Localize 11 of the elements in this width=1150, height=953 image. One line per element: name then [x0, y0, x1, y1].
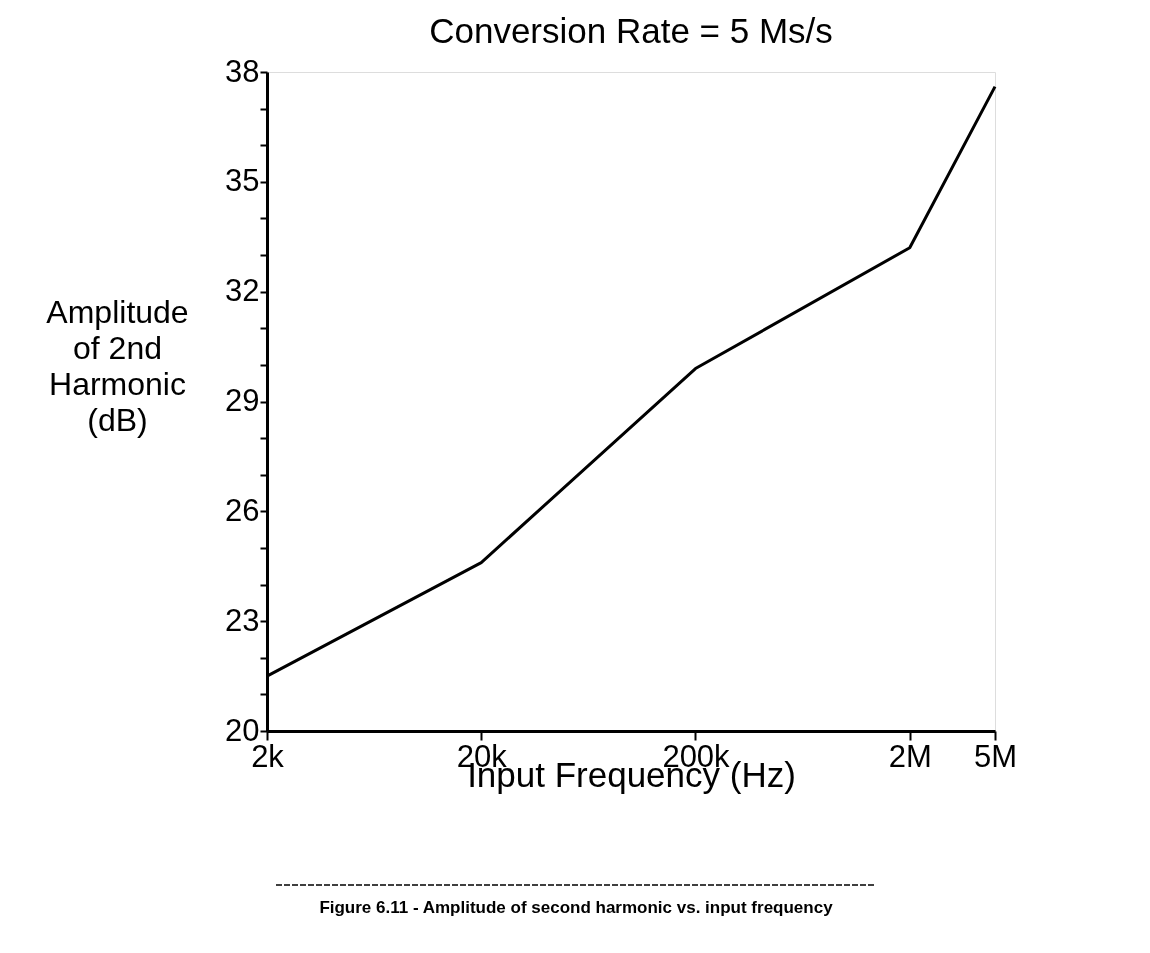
y-axis-title: Amplitude of 2nd Harmonic (dB) [46, 293, 189, 438]
y-tick-label: 29 [225, 383, 260, 418]
chart-title: Conversion Rate = 5 Ms/s [429, 11, 833, 50]
y-tick-label: 26 [225, 492, 260, 528]
caption: Figure 6.11 - Amplitude of second harmonic vs. input frequency [319, 898, 834, 917]
y-tick-label: 35 [225, 163, 260, 199]
y-tick-label: 38 [225, 53, 260, 89]
x-tick-label: 5M [973, 738, 1018, 774]
x-tick-label: 2M [888, 738, 932, 774]
y-tick-label: 32 [225, 273, 260, 309]
y-tick-label: 23 [225, 602, 260, 638]
